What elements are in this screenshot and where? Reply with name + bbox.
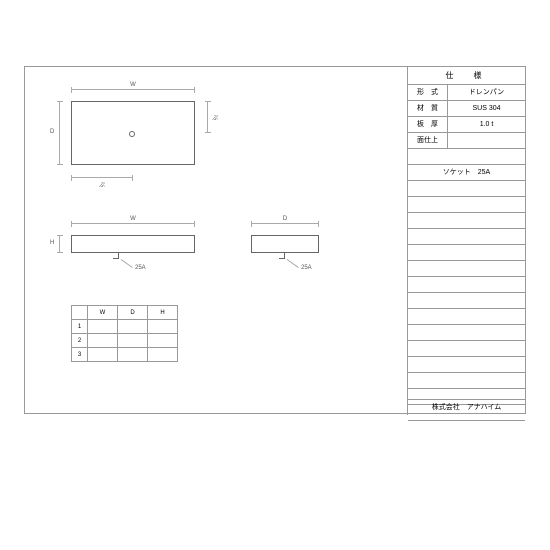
drawing-sheet: W ぷ D ぷ W H 25A D 25A WDH 1 2 3 仕 様 形 式ド… xyxy=(24,66,526,414)
dim-label: W xyxy=(130,82,136,88)
spec-title: 仕 様 xyxy=(408,67,525,85)
row-num: 3 xyxy=(72,348,88,362)
cell xyxy=(118,334,148,348)
front-view-rect xyxy=(71,235,195,253)
spec-panel: 仕 様 形 式ドレンパン 材 質SUS 304 板 厚1.0 t 面仕上 ソケッ… xyxy=(407,67,525,415)
dim-label: ぷ xyxy=(99,183,105,189)
spec-blank xyxy=(408,373,525,389)
row-num: 1 xyxy=(72,320,88,334)
spec-blank xyxy=(408,261,525,277)
spec-label: 材 質 xyxy=(408,101,448,116)
cell xyxy=(88,334,118,348)
spec-value: SUS 304 xyxy=(448,101,525,116)
row-num: 2 xyxy=(72,334,88,348)
spec-blank xyxy=(408,245,525,261)
spec-blank xyxy=(408,309,525,325)
spec-value: 1.0 t xyxy=(448,117,525,132)
dimension-table: WDH 1 2 3 xyxy=(71,305,178,362)
cell xyxy=(118,320,148,334)
spec-socket: ソケット 25A xyxy=(408,165,525,181)
cell xyxy=(118,348,148,362)
spec-blank xyxy=(408,181,525,197)
dim-yc: ぷ xyxy=(207,101,208,133)
drawing-area: W ぷ D ぷ W H 25A D 25A WDH 1 2 3 xyxy=(25,67,409,415)
dim-d-side: D xyxy=(251,223,319,230)
th-blank xyxy=(72,306,88,320)
spec-blank xyxy=(408,293,525,309)
spec-blank xyxy=(408,357,525,373)
dim-w-top: W xyxy=(71,89,195,96)
dim-label: D xyxy=(283,216,287,222)
spec-value: ドレンパン xyxy=(448,85,525,100)
spec-blank xyxy=(408,229,525,245)
spec-label: 形 式 xyxy=(408,85,448,100)
spec-row-material: 材 質SUS 304 xyxy=(408,101,525,117)
spec-blank xyxy=(408,213,525,229)
dim-label: ぷ xyxy=(212,113,218,122)
spec-row-finish: 面仕上 xyxy=(408,133,525,149)
cell xyxy=(148,320,178,334)
side-view-rect xyxy=(251,235,319,253)
side-drain-stub xyxy=(279,253,285,259)
spec-row-type: 形 式ドレンパン xyxy=(408,85,525,101)
leader-label: 25A xyxy=(135,265,146,271)
spec-label: 面仕上 xyxy=(408,133,448,148)
dim-xc: ぷ xyxy=(71,177,133,187)
spec-label: 板 厚 xyxy=(408,117,448,132)
spec-blank xyxy=(408,341,525,357)
cell xyxy=(148,348,178,362)
front-drain-stub xyxy=(113,253,119,259)
spec-blank xyxy=(408,149,525,165)
drain-hole xyxy=(129,131,135,137)
dim-label: H xyxy=(50,240,54,246)
spec-value xyxy=(448,133,525,148)
dim-h-front: H xyxy=(59,235,60,253)
spec-blank xyxy=(408,325,525,341)
dim-label: W xyxy=(130,216,136,222)
dim-d-left: D xyxy=(59,101,60,165)
cell xyxy=(88,348,118,362)
leader-label: 25A xyxy=(301,265,312,271)
dim-label: D xyxy=(50,129,54,135)
th-h: H xyxy=(148,306,178,320)
cell xyxy=(88,320,118,334)
cell xyxy=(148,334,178,348)
spec-row-thickness: 板 厚1.0 t xyxy=(408,117,525,133)
spec-blank xyxy=(408,277,525,293)
spec-blank xyxy=(408,197,525,213)
company-name: 株式会社 アナハイム xyxy=(408,399,525,415)
th-d: D xyxy=(118,306,148,320)
th-w: W xyxy=(88,306,118,320)
dim-w-front: W xyxy=(71,223,195,230)
